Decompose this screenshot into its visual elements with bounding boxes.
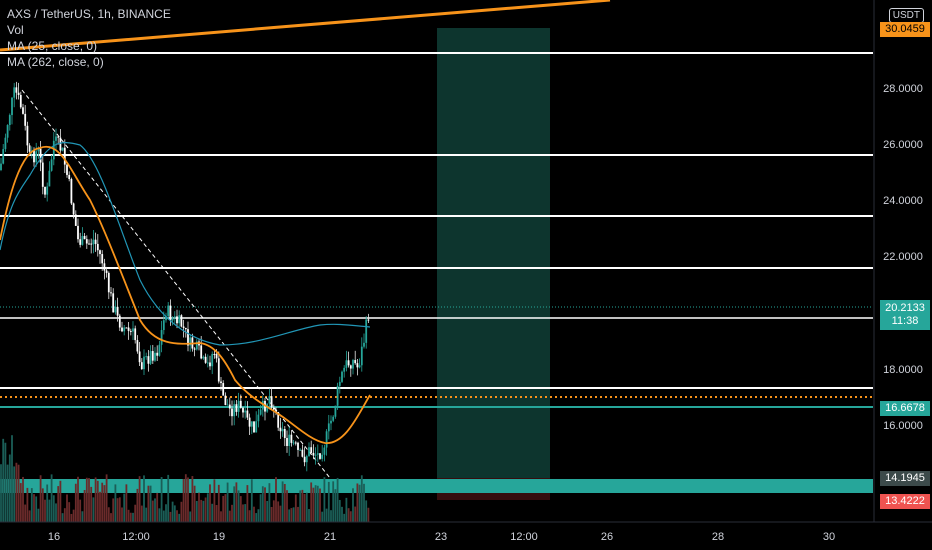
time-tick: 16	[48, 531, 60, 543]
price-axis-bg	[874, 0, 932, 522]
stop-loss-tag: 13.4222	[880, 494, 930, 509]
descending-trendline	[21, 89, 331, 479]
volume-bars	[0, 435, 370, 522]
time-tick: 23	[435, 531, 447, 543]
symbol-title[interactable]: AXS / TetherUS, 1h, BINANCE	[7, 7, 171, 21]
price-tick: 26.0000	[883, 139, 923, 151]
current-price-value: 20.2133	[885, 302, 925, 314]
top-price-tag: 30.0459	[880, 22, 930, 37]
price-tick: 16.0000	[883, 420, 923, 432]
ma-25-line	[0, 145, 371, 444]
time-tick-labels: 16 12:00 19 21 23 12:00 26 28 30	[48, 531, 835, 543]
price-tick: 24.0000	[883, 195, 923, 207]
ma-262-label[interactable]: MA (262, close, 0)	[7, 55, 104, 69]
time-tick: 26	[601, 531, 613, 543]
time-tick: 30	[823, 531, 835, 543]
ma-262-line	[0, 142, 371, 346]
chart-legend: AXS / TetherUS, 1h, BINANCE Vol MA (25, …	[7, 6, 171, 70]
currency-unit-button[interactable]: USDT	[888, 8, 924, 23]
price-tick-labels: 28.0000 26.0000 24.0000 22.0000 18.0000 …	[883, 83, 923, 432]
countdown-timer: 11:38	[891, 315, 919, 327]
volume-indicator-label[interactable]: Vol	[7, 23, 24, 37]
price-tick: 28.0000	[883, 83, 923, 95]
time-tick: 28	[712, 531, 724, 543]
time-tick: 21	[324, 531, 336, 543]
time-tick: 12:00	[122, 531, 150, 543]
ma-25-label[interactable]: MA (25, close, 0)	[7, 39, 98, 53]
orange-trendline	[0, 0, 611, 52]
candlesticks	[0, 81, 370, 472]
price-tick: 22.0000	[883, 251, 923, 263]
time-axis-bg	[0, 522, 932, 550]
teal-support-band	[0, 479, 873, 493]
teal-level-tag: 16.6678	[880, 401, 930, 416]
time-tick: 12:00	[510, 531, 538, 543]
long-position-profit-zone[interactable]	[437, 28, 550, 478]
current-price-tag: 20.2133 11:38	[880, 300, 930, 330]
time-tick: 19	[213, 531, 225, 543]
price-tick: 18.0000	[883, 364, 923, 376]
low-level-tag: 14.1945	[880, 471, 930, 486]
